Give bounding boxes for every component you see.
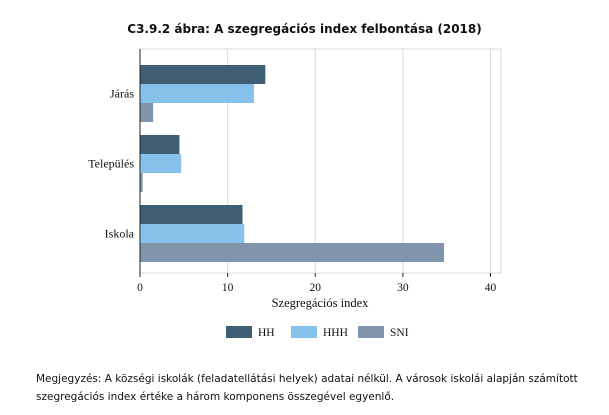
legend-swatch-hhh xyxy=(291,326,317,338)
footnote: Megjegyzés: A községi iskolák (feladatel… xyxy=(36,373,578,403)
legend-swatch-hh xyxy=(226,326,252,338)
category-label: Iskola xyxy=(105,227,135,241)
category-label: Település xyxy=(88,157,134,171)
bar-hh-1 xyxy=(140,135,180,154)
bar-chart: 0 10 20 30 40 Járás Település Iskola Szegregác… xyxy=(88,48,502,339)
x-ticks: 0 10 20 30 40 xyxy=(137,273,497,294)
legend-label-hh: HH xyxy=(258,327,275,339)
bar-hhh-2 xyxy=(140,224,245,243)
bars xyxy=(140,65,445,262)
x-tick-label: 20 xyxy=(310,282,322,294)
bar-hh-0 xyxy=(140,65,266,84)
x-axis-label: Szegregációs index xyxy=(272,296,370,310)
legend: HH HHH SNI xyxy=(226,326,409,339)
x-tick-label: 30 xyxy=(397,282,409,294)
x-tick-label: 10 xyxy=(222,282,234,294)
x-tick-label: 40 xyxy=(485,282,497,294)
bar-sni-2 xyxy=(140,243,445,262)
bar-hh-2 xyxy=(140,205,243,224)
bar-hhh-1 xyxy=(140,154,182,173)
category-label: Járás xyxy=(110,87,134,101)
legend-label-sni: SNI xyxy=(390,327,409,339)
category-labels: Járás Település Iskola xyxy=(88,87,134,241)
bar-sni-1 xyxy=(140,173,143,192)
legend-label-hhh: HHH xyxy=(323,327,348,339)
x-tick-label: 0 xyxy=(137,282,143,294)
chart-title: C3.9.2 ábra: A szegregációs index felbon… xyxy=(127,22,482,36)
bar-hhh-0 xyxy=(140,84,254,103)
bar-sni-0 xyxy=(140,103,154,122)
legend-swatch-sni xyxy=(358,326,384,338)
